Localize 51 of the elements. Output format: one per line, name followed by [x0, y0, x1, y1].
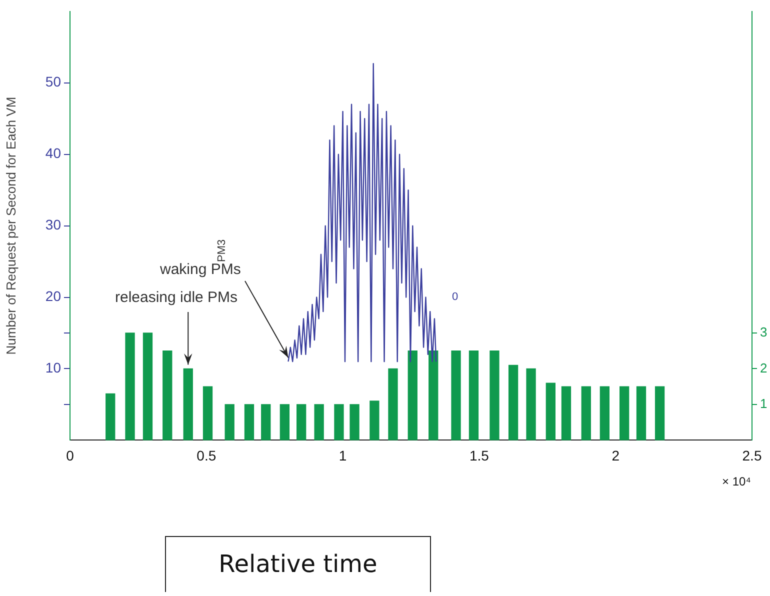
- bar: [561, 386, 572, 440]
- y-tick-label: 30: [45, 216, 62, 233]
- bar: [261, 404, 271, 440]
- bar: [280, 404, 290, 440]
- bar: [314, 404, 324, 440]
- x-tick-label: 1: [338, 447, 347, 464]
- bar: [526, 368, 536, 440]
- y2-tick-label: 3: [760, 324, 768, 340]
- y2-tick-label: 1: [760, 396, 768, 412]
- bar: [654, 386, 665, 440]
- bar: [408, 350, 418, 440]
- bar: [620, 386, 630, 440]
- bar: [162, 350, 172, 440]
- bar: [451, 350, 461, 440]
- x-axis-title: Relative time: [165, 536, 431, 592]
- bar: [202, 386, 213, 440]
- y-axis-title: Number of Request per Second for Each VM: [3, 96, 18, 355]
- bar: [428, 350, 438, 440]
- bar: [183, 368, 193, 440]
- bar: [334, 404, 344, 440]
- y-tick-label: 10: [45, 360, 62, 376]
- bar: [508, 364, 518, 440]
- bar: [125, 332, 135, 440]
- bar: [350, 404, 360, 440]
- bar: [106, 393, 116, 440]
- x-tick-label: 0.5: [196, 447, 216, 464]
- x-tick-label: 2: [612, 447, 620, 464]
- annotation: releasing idle PMs: [115, 289, 238, 306]
- bar: [142, 332, 153, 440]
- y-tick-label: 50: [45, 74, 62, 90]
- bar: [600, 386, 610, 440]
- y-tick-label: 40: [45, 145, 62, 162]
- x-tick-label: 1.5: [469, 447, 490, 464]
- annotation: PM3: [216, 239, 228, 262]
- y-tick-label: 20: [45, 288, 62, 304]
- y2-tick-label: 2: [760, 360, 768, 376]
- annotation: 0: [452, 291, 458, 304]
- bar: [546, 382, 556, 440]
- bar: [244, 404, 254, 440]
- annotation: waking PMs: [159, 261, 241, 278]
- bar: [490, 350, 500, 440]
- x-tick-label: 2.5: [742, 447, 762, 464]
- bar: [224, 404, 234, 440]
- bar: [370, 400, 380, 440]
- bar: [468, 350, 479, 440]
- bar: [581, 386, 591, 440]
- bar: [388, 368, 398, 440]
- text: × 10⁴: [722, 474, 751, 488]
- bar: [296, 404, 306, 440]
- bar: [636, 386, 646, 440]
- x-tick-label: 0: [66, 447, 74, 464]
